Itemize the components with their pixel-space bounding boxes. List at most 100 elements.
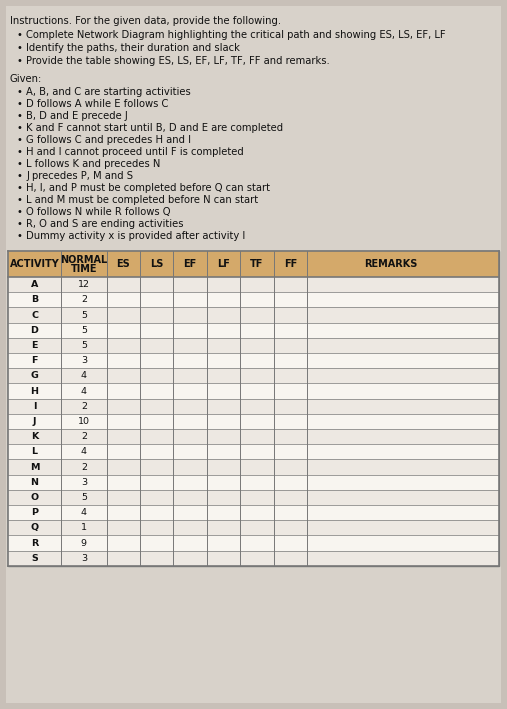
- FancyBboxPatch shape: [8, 398, 499, 414]
- Text: 10: 10: [78, 417, 90, 426]
- Text: Q: Q: [30, 523, 39, 532]
- Text: Complete Network Diagram highlighting the critical path and showing ES, LS, EF, : Complete Network Diagram highlighting th…: [26, 30, 446, 40]
- Text: S: S: [31, 554, 38, 563]
- Text: 2: 2: [81, 296, 87, 304]
- Text: •: •: [16, 99, 22, 109]
- Text: B: B: [31, 296, 38, 304]
- Text: NORMAL: NORMAL: [60, 255, 107, 265]
- FancyBboxPatch shape: [8, 384, 499, 398]
- Text: 3: 3: [81, 356, 87, 365]
- FancyBboxPatch shape: [8, 445, 499, 459]
- FancyBboxPatch shape: [6, 6, 501, 703]
- Text: EF: EF: [184, 259, 197, 269]
- Text: A, B, and C are starting activities: A, B, and C are starting activities: [26, 87, 191, 97]
- Text: K and F cannot start until B, D and E are completed: K and F cannot start until B, D and E ar…: [26, 123, 283, 133]
- FancyBboxPatch shape: [8, 459, 499, 474]
- FancyBboxPatch shape: [8, 505, 499, 520]
- Text: •: •: [16, 87, 22, 97]
- Text: R, O and S are ending activities: R, O and S are ending activities: [26, 219, 184, 229]
- FancyBboxPatch shape: [8, 292, 499, 308]
- Text: L and M must be completed before N can start: L and M must be completed before N can s…: [26, 195, 258, 205]
- Text: TIME: TIME: [70, 264, 97, 274]
- Text: C: C: [31, 311, 38, 320]
- Text: ES: ES: [117, 259, 130, 269]
- FancyBboxPatch shape: [8, 490, 499, 505]
- Text: 5: 5: [81, 311, 87, 320]
- FancyBboxPatch shape: [8, 474, 499, 490]
- Text: •: •: [16, 135, 22, 145]
- Text: ACTIVITY: ACTIVITY: [10, 259, 59, 269]
- Text: LF: LF: [217, 259, 230, 269]
- Text: E: E: [31, 341, 38, 350]
- FancyBboxPatch shape: [8, 353, 499, 368]
- Text: G follows C and precedes H and I: G follows C and precedes H and I: [26, 135, 191, 145]
- FancyBboxPatch shape: [8, 368, 499, 384]
- FancyBboxPatch shape: [8, 308, 499, 323]
- FancyBboxPatch shape: [8, 277, 499, 292]
- Text: 4: 4: [81, 447, 87, 457]
- Text: •: •: [16, 219, 22, 229]
- FancyBboxPatch shape: [8, 535, 499, 551]
- Text: 9: 9: [81, 539, 87, 547]
- FancyBboxPatch shape: [8, 323, 499, 337]
- Text: Identify the paths, their duration and slack: Identify the paths, their duration and s…: [26, 43, 240, 53]
- Text: Instructions. For the given data, provide the following.: Instructions. For the given data, provid…: [10, 16, 281, 26]
- Text: •: •: [16, 159, 22, 169]
- Text: L follows K and precedes N: L follows K and precedes N: [26, 159, 160, 169]
- Text: J precedes P, M and S: J precedes P, M and S: [26, 171, 133, 181]
- Text: Provide the table showing ES, LS, EF, LF, TF, FF and remarks.: Provide the table showing ES, LS, EF, LF…: [26, 56, 330, 66]
- Text: P: P: [31, 508, 38, 517]
- Text: •: •: [16, 207, 22, 217]
- Text: •: •: [16, 195, 22, 205]
- Text: D: D: [30, 325, 39, 335]
- Text: •: •: [16, 123, 22, 133]
- Text: O: O: [30, 493, 39, 502]
- Text: K: K: [31, 432, 38, 441]
- Text: B, D and E precede J: B, D and E precede J: [26, 111, 128, 121]
- FancyBboxPatch shape: [8, 337, 499, 353]
- Text: 5: 5: [81, 341, 87, 350]
- Text: F: F: [31, 356, 38, 365]
- Text: G: G: [30, 372, 39, 380]
- Text: Given:: Given:: [10, 74, 42, 84]
- Text: H, I, and P must be completed before Q can start: H, I, and P must be completed before Q c…: [26, 183, 270, 193]
- Text: L: L: [31, 447, 38, 457]
- Text: •: •: [16, 147, 22, 157]
- Text: LS: LS: [150, 259, 163, 269]
- Text: 12: 12: [78, 280, 90, 289]
- Text: I: I: [33, 402, 37, 411]
- Text: H: H: [30, 386, 39, 396]
- FancyBboxPatch shape: [8, 251, 499, 566]
- Text: 3: 3: [81, 554, 87, 563]
- Text: 1: 1: [81, 523, 87, 532]
- Text: •: •: [16, 111, 22, 121]
- Text: 3: 3: [81, 478, 87, 486]
- Text: J: J: [33, 417, 37, 426]
- Text: H and I cannot proceed until F is completed: H and I cannot proceed until F is comple…: [26, 147, 244, 157]
- Text: 4: 4: [81, 508, 87, 517]
- Text: A: A: [31, 280, 38, 289]
- FancyBboxPatch shape: [8, 251, 499, 277]
- FancyBboxPatch shape: [8, 520, 499, 535]
- Text: M: M: [30, 462, 39, 471]
- Text: Dummy activity x is provided after activity I: Dummy activity x is provided after activ…: [26, 231, 245, 241]
- FancyBboxPatch shape: [8, 414, 499, 429]
- Text: 4: 4: [81, 386, 87, 396]
- FancyBboxPatch shape: [8, 551, 499, 566]
- Text: •: •: [16, 43, 22, 53]
- Text: •: •: [16, 171, 22, 181]
- FancyBboxPatch shape: [8, 429, 499, 445]
- Text: N: N: [30, 478, 39, 486]
- Text: D follows A while E follows C: D follows A while E follows C: [26, 99, 168, 109]
- Text: FF: FF: [284, 259, 297, 269]
- Text: 2: 2: [81, 402, 87, 411]
- Text: O follows N while R follows Q: O follows N while R follows Q: [26, 207, 170, 217]
- Text: •: •: [16, 183, 22, 193]
- Text: 2: 2: [81, 462, 87, 471]
- Text: R: R: [31, 539, 38, 547]
- Text: •: •: [16, 231, 22, 241]
- Text: 5: 5: [81, 325, 87, 335]
- Text: 2: 2: [81, 432, 87, 441]
- Text: •: •: [16, 56, 22, 66]
- Text: •: •: [16, 30, 22, 40]
